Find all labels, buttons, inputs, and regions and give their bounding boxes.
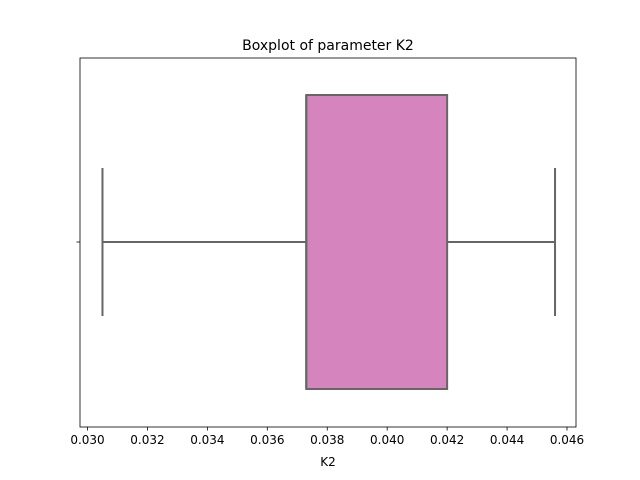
x-axis-label: K2: [320, 455, 336, 469]
box-plot: [101, 94, 557, 390]
x-axis-ticks: 0.030 0.032 0.034 0.036 0.038 0.040 0.042 0.044…: [70, 427, 584, 447]
x-tick-label: 0.046: [550, 433, 584, 447]
plot-area-frame: [79, 57, 577, 428]
interquartile-box: [305, 94, 449, 390]
x-tick-label: 0.032: [130, 433, 164, 447]
x-tick-label: 0.038: [310, 433, 344, 447]
x-tick-label: 0.040: [370, 433, 404, 447]
x-tick-label: 0.034: [190, 433, 224, 447]
x-tick-label: 0.030: [70, 433, 104, 447]
x-tick-label: 0.042: [430, 433, 464, 447]
chart-title: Boxplot of parameter K2: [242, 38, 414, 54]
x-tick-label: 0.044: [490, 433, 524, 447]
x-tick-label: 0.036: [250, 433, 284, 447]
